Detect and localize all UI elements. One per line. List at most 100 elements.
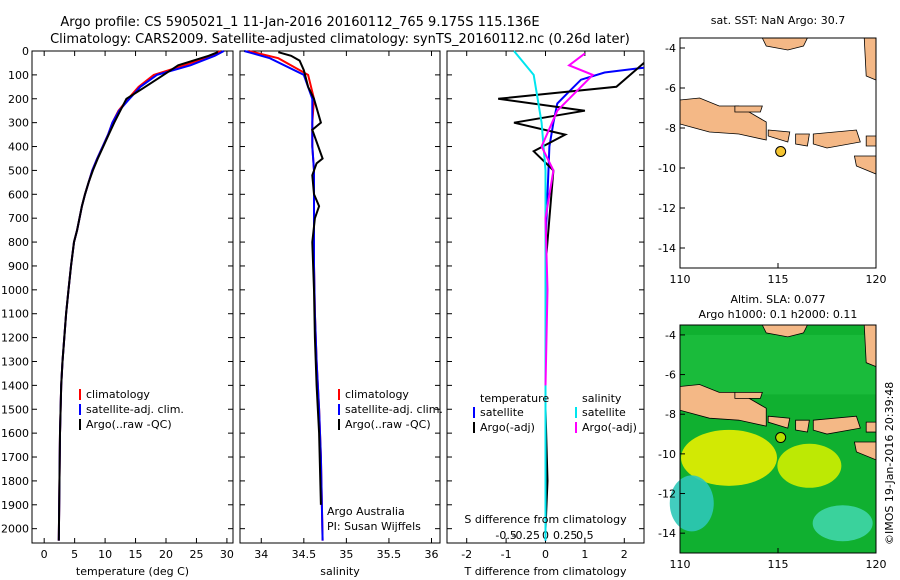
land-lombok <box>795 133 810 147</box>
y-tick-label: 500 <box>8 164 29 177</box>
sla-low-blob <box>669 475 714 532</box>
series-line-satellite-adj-clim- <box>57 50 225 541</box>
title-line-2: Climatology: CARS2009. Satellite-adjuste… <box>50 32 630 47</box>
land-bali <box>767 129 791 143</box>
y-tick-label: 400 <box>8 141 29 154</box>
x-tick-label: 110 <box>670 558 691 571</box>
x-tick-label: 34 <box>254 548 268 561</box>
series-line-argo-raw-qc- <box>57 51 219 541</box>
series-line-salinity-argo-adj- <box>540 52 595 386</box>
y-tick-label: 1200 <box>1 332 29 345</box>
x-tick-label-T: 1 <box>581 548 588 561</box>
x-tick-label-T: -1 <box>501 548 512 561</box>
x-tick-label: 35 <box>339 548 353 561</box>
legend-label: satellite <box>480 406 524 419</box>
y-tick-label: 200 <box>8 93 29 106</box>
land-lombok <box>795 419 810 433</box>
y-tick-label: -8 <box>665 122 676 135</box>
x-tick-label: 25 <box>189 548 203 561</box>
series-line-satellite-adj-clim- <box>244 50 324 541</box>
series-line-temperature-argo-adj- <box>498 62 645 529</box>
y-tick-label: 700 <box>8 212 29 225</box>
land-sumbawa <box>812 129 861 149</box>
x-tick-label-S: 0.5 <box>576 529 594 542</box>
legend-label: Argo(-adj) <box>480 421 535 434</box>
salinity-panel: 34 34.5 35 35.5 36 salinity climatology satelli… <box>239 50 443 578</box>
y-tick-label: -12 <box>658 202 676 215</box>
legend-header: temperature <box>480 392 549 405</box>
y-tick-label: -6 <box>665 82 676 95</box>
sla-mid-band <box>680 334 876 395</box>
series-line-argo-raw-qc- <box>278 51 324 505</box>
land-sulawesi <box>863 37 877 81</box>
map-title: Altim. SLA: 0.077 <box>730 293 825 306</box>
profile-marker <box>775 146 787 157</box>
map-subtitle: Argo h1000: 0.1 h2000: 0.11 <box>699 308 858 321</box>
x-tick-label: 36 <box>424 548 438 561</box>
annotation-line: PI: Susan Wijffels <box>327 520 421 533</box>
profile-marker <box>775 432 787 444</box>
watermark: ©IMOS 19-Jan-2016 20:39:48 <box>883 382 896 545</box>
x-tick-label-S: 0.25 <box>553 529 578 542</box>
legend-header: salinity <box>582 392 622 405</box>
land-madura <box>734 392 763 399</box>
series-line-climatology <box>57 50 222 541</box>
series-line-temperature-satellite <box>544 66 645 541</box>
x-axis-label-top: S difference from climatology <box>464 513 627 526</box>
y-tick-label: -14 <box>658 527 676 540</box>
legend-label: Argo(..raw -QC) <box>86 418 172 431</box>
land-flores <box>865 421 877 433</box>
sst-map-panel: sat. SST: NaN Argo: 30.7 110 115 120 -4 -6 -8 -… <box>658 14 886 286</box>
y-tick-label: 1900 <box>1 499 29 512</box>
temperature-panel: 0 5 10 15 20 25 30 temperature (deg C) 0 100 200 30… <box>1 45 234 578</box>
x-tick-label: 10 <box>98 548 112 561</box>
x-tick-label: 120 <box>866 273 887 286</box>
y-tick-label: 800 <box>8 236 29 249</box>
y-tick-label: -10 <box>658 448 676 461</box>
y-tick-label: 1400 <box>1 379 29 392</box>
y-tick-label: -4 <box>665 329 676 342</box>
x-tick-label: 5 <box>71 548 78 561</box>
sla-low-blob <box>812 505 873 542</box>
land-java <box>679 384 767 427</box>
land-flores <box>865 135 877 147</box>
legend-label: satellite-adj. clim. <box>86 403 184 416</box>
y-tick-label: -10 <box>658 162 676 175</box>
sla-high-blob <box>777 443 842 488</box>
x-tick-label: 35.5 <box>377 548 402 561</box>
legend-label: climatology <box>86 388 150 401</box>
y-tick-label: 0 <box>22 45 29 58</box>
y-tick-label: 1600 <box>1 427 29 440</box>
x-tick-label-T: 0 <box>542 548 549 561</box>
legend-label: satellite <box>582 406 626 419</box>
y-tick-label: -12 <box>658 488 676 501</box>
legend-label: satellite-adj. clim. <box>345 403 443 416</box>
land-sulawesi <box>863 324 877 368</box>
x-tick-label-T: 2 <box>621 548 628 561</box>
y-tick-label: 600 <box>8 188 29 201</box>
x-axis-label: salinity <box>320 565 360 578</box>
legend-label: Argo(..raw -QC) <box>345 418 431 431</box>
y-tick-label: 1500 <box>1 403 29 416</box>
x-tick-label: 34.5 <box>292 548 317 561</box>
y-tick-label: 1100 <box>1 308 29 321</box>
y-tick-label: 2000 <box>1 523 29 536</box>
x-tick-label: 30 <box>220 548 234 561</box>
y-tick-label: -8 <box>665 408 676 421</box>
y-tick-label: 1000 <box>1 284 29 297</box>
x-tick-label-T: -2 <box>461 548 472 561</box>
x-tick-label: 115 <box>768 273 789 286</box>
x-axis-label: T difference from climatology <box>464 565 627 578</box>
x-tick-label-S: -0.5 <box>495 529 516 542</box>
y-tick-label: 100 <box>8 69 29 82</box>
land-java <box>679 97 767 141</box>
sla-high-blob <box>681 429 777 486</box>
x-tick-label: 120 <box>866 558 887 571</box>
x-tick-label-S: -0.25 <box>512 529 540 542</box>
y-tick-label: 900 <box>8 260 29 273</box>
x-tick-label: 20 <box>159 548 173 561</box>
x-tick-label: 15 <box>129 548 143 561</box>
y-tick-label: -6 <box>665 369 676 382</box>
